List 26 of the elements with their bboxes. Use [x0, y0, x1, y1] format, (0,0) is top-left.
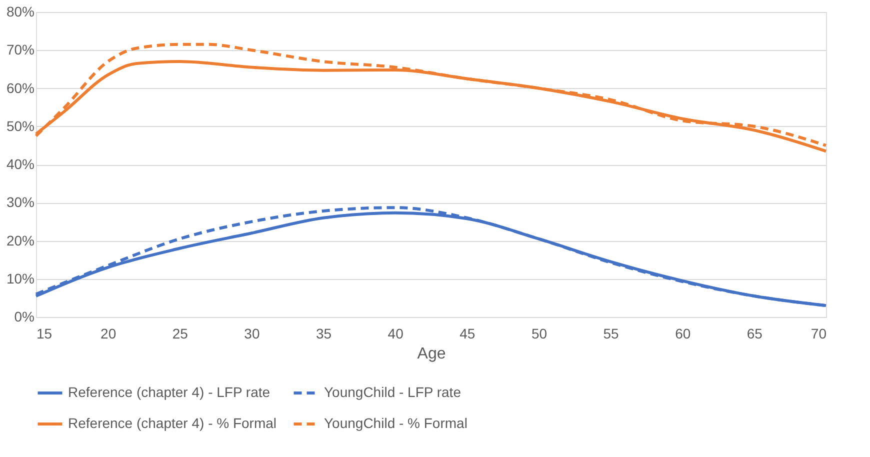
- y-tick-label: 60%: [6, 80, 34, 96]
- y-tick-label: 50%: [6, 118, 34, 134]
- x-tick-label: 35: [316, 326, 332, 342]
- legend-label: Reference (chapter 4) - LFP rate: [68, 384, 270, 400]
- y-tick-label: 0%: [14, 308, 34, 324]
- legend-label: YoungChild - LFP rate: [324, 384, 462, 400]
- legend-label: YoungChild - % Formal: [324, 415, 468, 431]
- x-tick-label: 40: [388, 326, 404, 342]
- x-tick-label: 15: [36, 326, 52, 342]
- x-tick-label: 65: [746, 326, 763, 342]
- y-tick-label: 80%: [6, 4, 34, 20]
- y-tick-label: 40%: [6, 156, 34, 172]
- x-axis-title: Age: [417, 346, 446, 362]
- x-tick-label: 20: [100, 326, 116, 342]
- y-tick-label: 70%: [6, 42, 34, 58]
- x-tick-label: 30: [244, 326, 260, 342]
- y-tick-label: 10%: [6, 270, 34, 286]
- x-tick-label: 60: [675, 326, 691, 342]
- y-tick-label: 30%: [6, 194, 34, 210]
- legend-label: Reference (chapter 4) - % Formal: [68, 415, 277, 431]
- y-tick-label: 20%: [6, 232, 34, 248]
- x-tick-label: 45: [460, 326, 476, 342]
- x-tick-label: 55: [603, 326, 620, 342]
- x-tick-label: 70: [810, 326, 827, 342]
- x-tick-label: 50: [531, 326, 548, 342]
- x-tick-label: 25: [172, 326, 188, 342]
